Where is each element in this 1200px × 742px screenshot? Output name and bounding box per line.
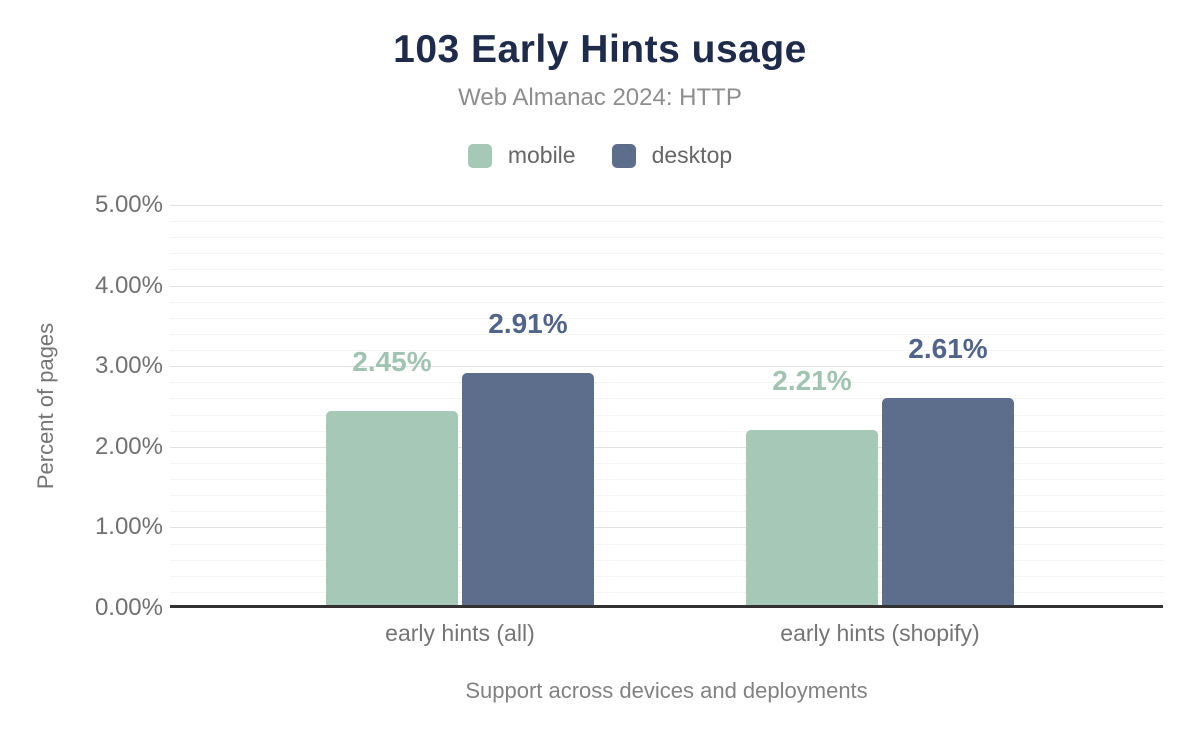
grid-line-minor	[170, 430, 1163, 432]
bar-value-label-desktop-1: 2.61%	[908, 332, 988, 364]
legend-label: mobile	[507, 142, 576, 168]
grid-line-minor	[170, 511, 1163, 513]
grid-line-minor	[170, 253, 1163, 255]
y-axis-title: Percent of pages	[33, 322, 58, 490]
y-tick-label: 0.00%	[94, 594, 163, 621]
legend-swatch-square	[467, 143, 492, 168]
grid-line-minor	[170, 237, 1163, 239]
bar-desktop-0[interactable]	[461, 373, 594, 608]
bar-value-label-desktop-0: 2.91%	[488, 308, 568, 340]
legend-item-desktop[interactable]: desktop	[611, 142, 733, 169]
grid-line-minor	[170, 382, 1163, 384]
x-axis-line	[170, 605, 1163, 608]
grid-line-minor	[170, 479, 1163, 481]
grid-line-minor	[170, 221, 1163, 223]
y-tick-label: 2.00%	[94, 432, 163, 460]
bar-mobile-0[interactable]	[325, 410, 458, 608]
legend-item-mobile[interactable]: mobile	[467, 142, 576, 169]
grid-line-major	[170, 205, 1163, 206]
grid-line-major	[170, 366, 1163, 368]
grid-line-minor	[170, 462, 1163, 464]
chart-subtitle: Web Almanac 2024: HTTP	[458, 84, 742, 111]
grid-line-minor	[170, 559, 1163, 561]
x-axis-title: Support across devices and deployments	[465, 678, 868, 703]
plot-area: 2.45% 2.21% 2.91% 2.61%	[170, 205, 1163, 608]
grid-line-major	[170, 285, 1163, 287]
y-tick-label: 5.00%	[94, 191, 163, 218]
grid-line-minor	[170, 333, 1163, 335]
grid-line-minor	[170, 543, 1163, 545]
grid-line-minor	[170, 317, 1163, 319]
grid-line-minor	[170, 269, 1163, 271]
bar-value-label-mobile-0: 2.45%	[352, 345, 432, 377]
grid-line-minor	[170, 301, 1163, 303]
legend: mobile desktop	[0, 142, 1200, 169]
x-category-label: early hints (shopify)	[780, 620, 980, 646]
legend-label: desktop	[651, 142, 733, 168]
grid-line-minor	[170, 414, 1163, 416]
grid-line-major	[170, 527, 1163, 529]
grid-line-minor	[170, 575, 1163, 577]
grid-line-major	[170, 446, 1163, 448]
bar-desktop-1[interactable]	[881, 397, 1014, 608]
bar-mobile-1[interactable]	[745, 429, 878, 608]
x-category-label: early hints (all)	[385, 620, 535, 646]
legend-swatch-square	[611, 143, 636, 168]
bar-value-label-mobile-1: 2.21%	[772, 364, 852, 396]
y-tick-label: 3.00%	[94, 352, 163, 380]
grid-line-minor	[170, 350, 1163, 352]
chart-title: 103 Early Hints usage	[393, 28, 807, 71]
grid-line-minor	[170, 495, 1163, 497]
y-tick-label: 1.00%	[94, 513, 163, 541]
grid-line-minor	[170, 591, 1163, 593]
y-tick-label: 4.00%	[94, 271, 163, 299]
grid-line-minor	[170, 398, 1163, 400]
